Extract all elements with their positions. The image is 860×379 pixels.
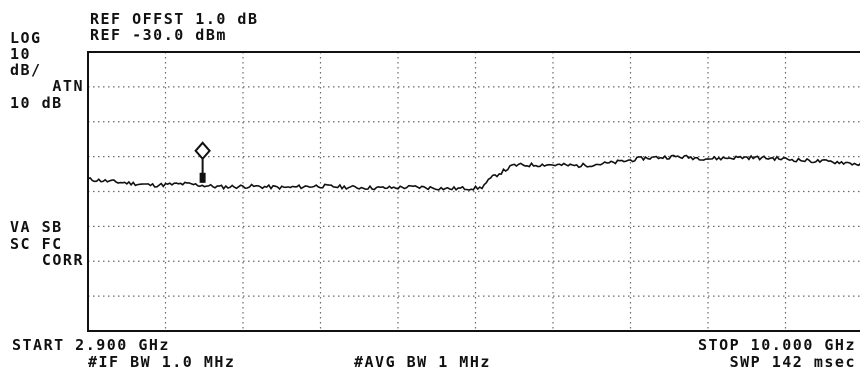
stop-frequency-label: STOP 10.000 GHz bbox=[698, 336, 856, 354]
marker-diamond-icon bbox=[194, 141, 211, 161]
if-bandwidth-label: #IF BW 1.0 MHz bbox=[88, 353, 236, 371]
sc-fc-label: SC FC bbox=[10, 235, 63, 253]
scale-value-label: 10 bbox=[10, 45, 32, 63]
start-frequency-label: START 2.900 GHz bbox=[12, 336, 170, 354]
atten-label: ATN bbox=[52, 77, 84, 95]
corr-label: CORR bbox=[41, 251, 84, 269]
graticule bbox=[88, 52, 860, 331]
ref-offset-label: REF OFFST 1.0 dB bbox=[90, 10, 259, 28]
graticule-frame bbox=[87, 51, 860, 332]
marker-base bbox=[199, 172, 206, 183]
va-sb-label: VA SB bbox=[10, 218, 63, 236]
sweep-time-label: SWP 142 msec bbox=[729, 353, 856, 371]
avg-bandwidth-label: #AVG BW 1 MHz bbox=[354, 353, 491, 371]
ref-level-label: REF -30.0 dBm bbox=[90, 26, 227, 44]
scale-mode-label: LOG bbox=[10, 29, 42, 47]
scale-unit-label: dB/ bbox=[10, 61, 42, 79]
atten-value-label: 10 dB bbox=[10, 94, 63, 112]
trace-line bbox=[87, 154, 860, 191]
marker bbox=[194, 141, 211, 183]
